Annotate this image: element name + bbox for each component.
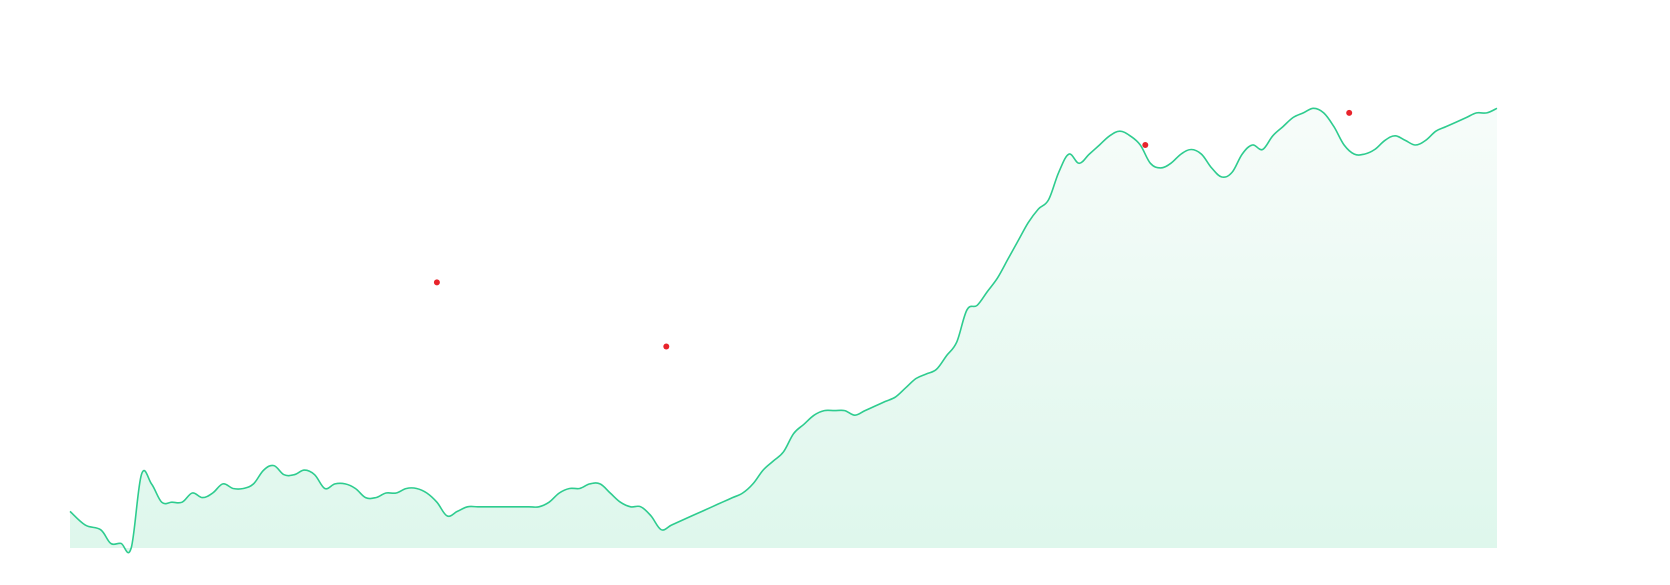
area-layer (70, 108, 1497, 553)
series-line (69, 107, 1498, 554)
line-layer (69, 107, 1498, 554)
marker-point-3 (1142, 142, 1149, 148)
marker-point-2 (663, 343, 670, 350)
marker-layer (433, 109, 1353, 350)
area-fill (70, 108, 1497, 553)
marker-point-4 (1346, 109, 1353, 116)
marker-point-1 (433, 279, 440, 286)
